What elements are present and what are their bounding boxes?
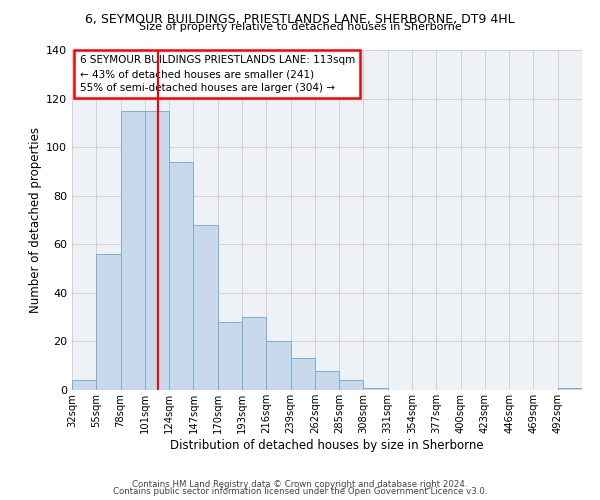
X-axis label: Distribution of detached houses by size in Sherborne: Distribution of detached houses by size … [170, 438, 484, 452]
Bar [145, 110, 169, 390]
Bar [169, 162, 193, 390]
Bar [242, 317, 266, 390]
Bar [339, 380, 364, 390]
Bar [558, 388, 582, 390]
Bar [315, 370, 339, 390]
Text: Contains public sector information licensed under the Open Government Licence v3: Contains public sector information licen… [113, 488, 487, 496]
Bar [193, 225, 218, 390]
Text: Contains HM Land Registry data © Crown copyright and database right 2024.: Contains HM Land Registry data © Crown c… [132, 480, 468, 489]
Bar [96, 254, 121, 390]
Text: 6 SEYMOUR BUILDINGS PRIESTLANDS LANE: 113sqm
← 43% of detached houses are smalle: 6 SEYMOUR BUILDINGS PRIESTLANDS LANE: 11… [80, 55, 355, 93]
Bar [218, 322, 242, 390]
Bar [266, 342, 290, 390]
Y-axis label: Number of detached properties: Number of detached properties [29, 127, 42, 313]
Bar [290, 358, 315, 390]
Text: 6, SEYMOUR BUILDINGS, PRIESTLANDS LANE, SHERBORNE, DT9 4HL: 6, SEYMOUR BUILDINGS, PRIESTLANDS LANE, … [85, 12, 515, 26]
Text: Size of property relative to detached houses in Sherborne: Size of property relative to detached ho… [139, 22, 461, 32]
Bar [72, 380, 96, 390]
Bar [364, 388, 388, 390]
Bar [121, 110, 145, 390]
